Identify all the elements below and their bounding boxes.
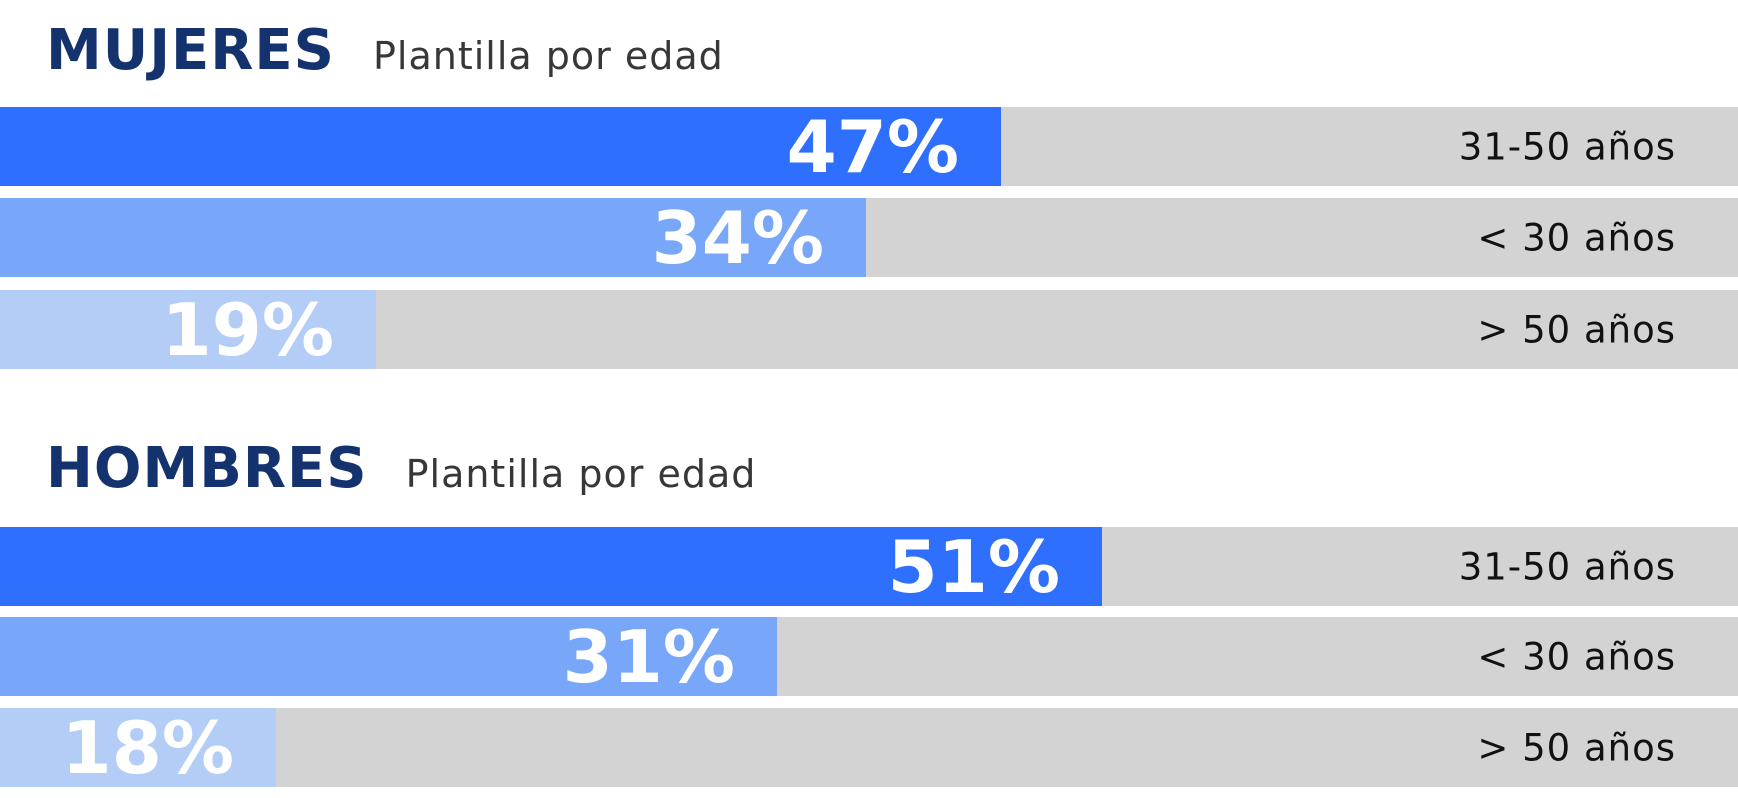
data-label: 19% <box>161 287 334 372</box>
category-label: < 30 años <box>1477 635 1676 678</box>
bar-fill: 47% <box>0 107 1001 186</box>
bar-track: 34% < 30 años <box>0 198 1738 277</box>
data-label: 47% <box>786 104 959 189</box>
bar-fill: 19% <box>0 290 376 369</box>
bar-fill: 18% <box>0 708 276 787</box>
bar-fill: 51% <box>0 527 1102 606</box>
bar-track: 18% > 50 años <box>0 708 1738 787</box>
subtitle: Plantilla por edad <box>405 452 757 496</box>
category-label: 31-50 años <box>1458 545 1676 588</box>
data-label: 34% <box>651 195 824 280</box>
title-main: MUJERES <box>46 18 335 83</box>
category-label: > 50 años <box>1477 726 1676 769</box>
bar-track: 19% > 50 años <box>0 290 1738 369</box>
data-label: 31% <box>562 614 735 699</box>
title-main: HOMBRES <box>46 436 368 501</box>
chart-title: HOMBRES Plantilla por edad <box>46 436 756 501</box>
category-label: > 50 años <box>1477 308 1676 351</box>
category-label: < 30 años <box>1477 216 1676 259</box>
bar-fill: 34% <box>0 198 866 277</box>
subtitle: Plantilla por edad <box>373 34 724 78</box>
bar-fill: 31% <box>0 617 777 696</box>
bar-track: 51% 31-50 años <box>0 527 1738 606</box>
category-label: 31-50 años <box>1458 125 1676 168</box>
chart-title: MUJERES Plantilla por edad <box>46 18 724 83</box>
bar-track: 31% < 30 años <box>0 617 1738 696</box>
data-label: 51% <box>887 524 1060 609</box>
data-label: 18% <box>61 705 234 790</box>
bar-track: 47% 31-50 años <box>0 107 1738 186</box>
